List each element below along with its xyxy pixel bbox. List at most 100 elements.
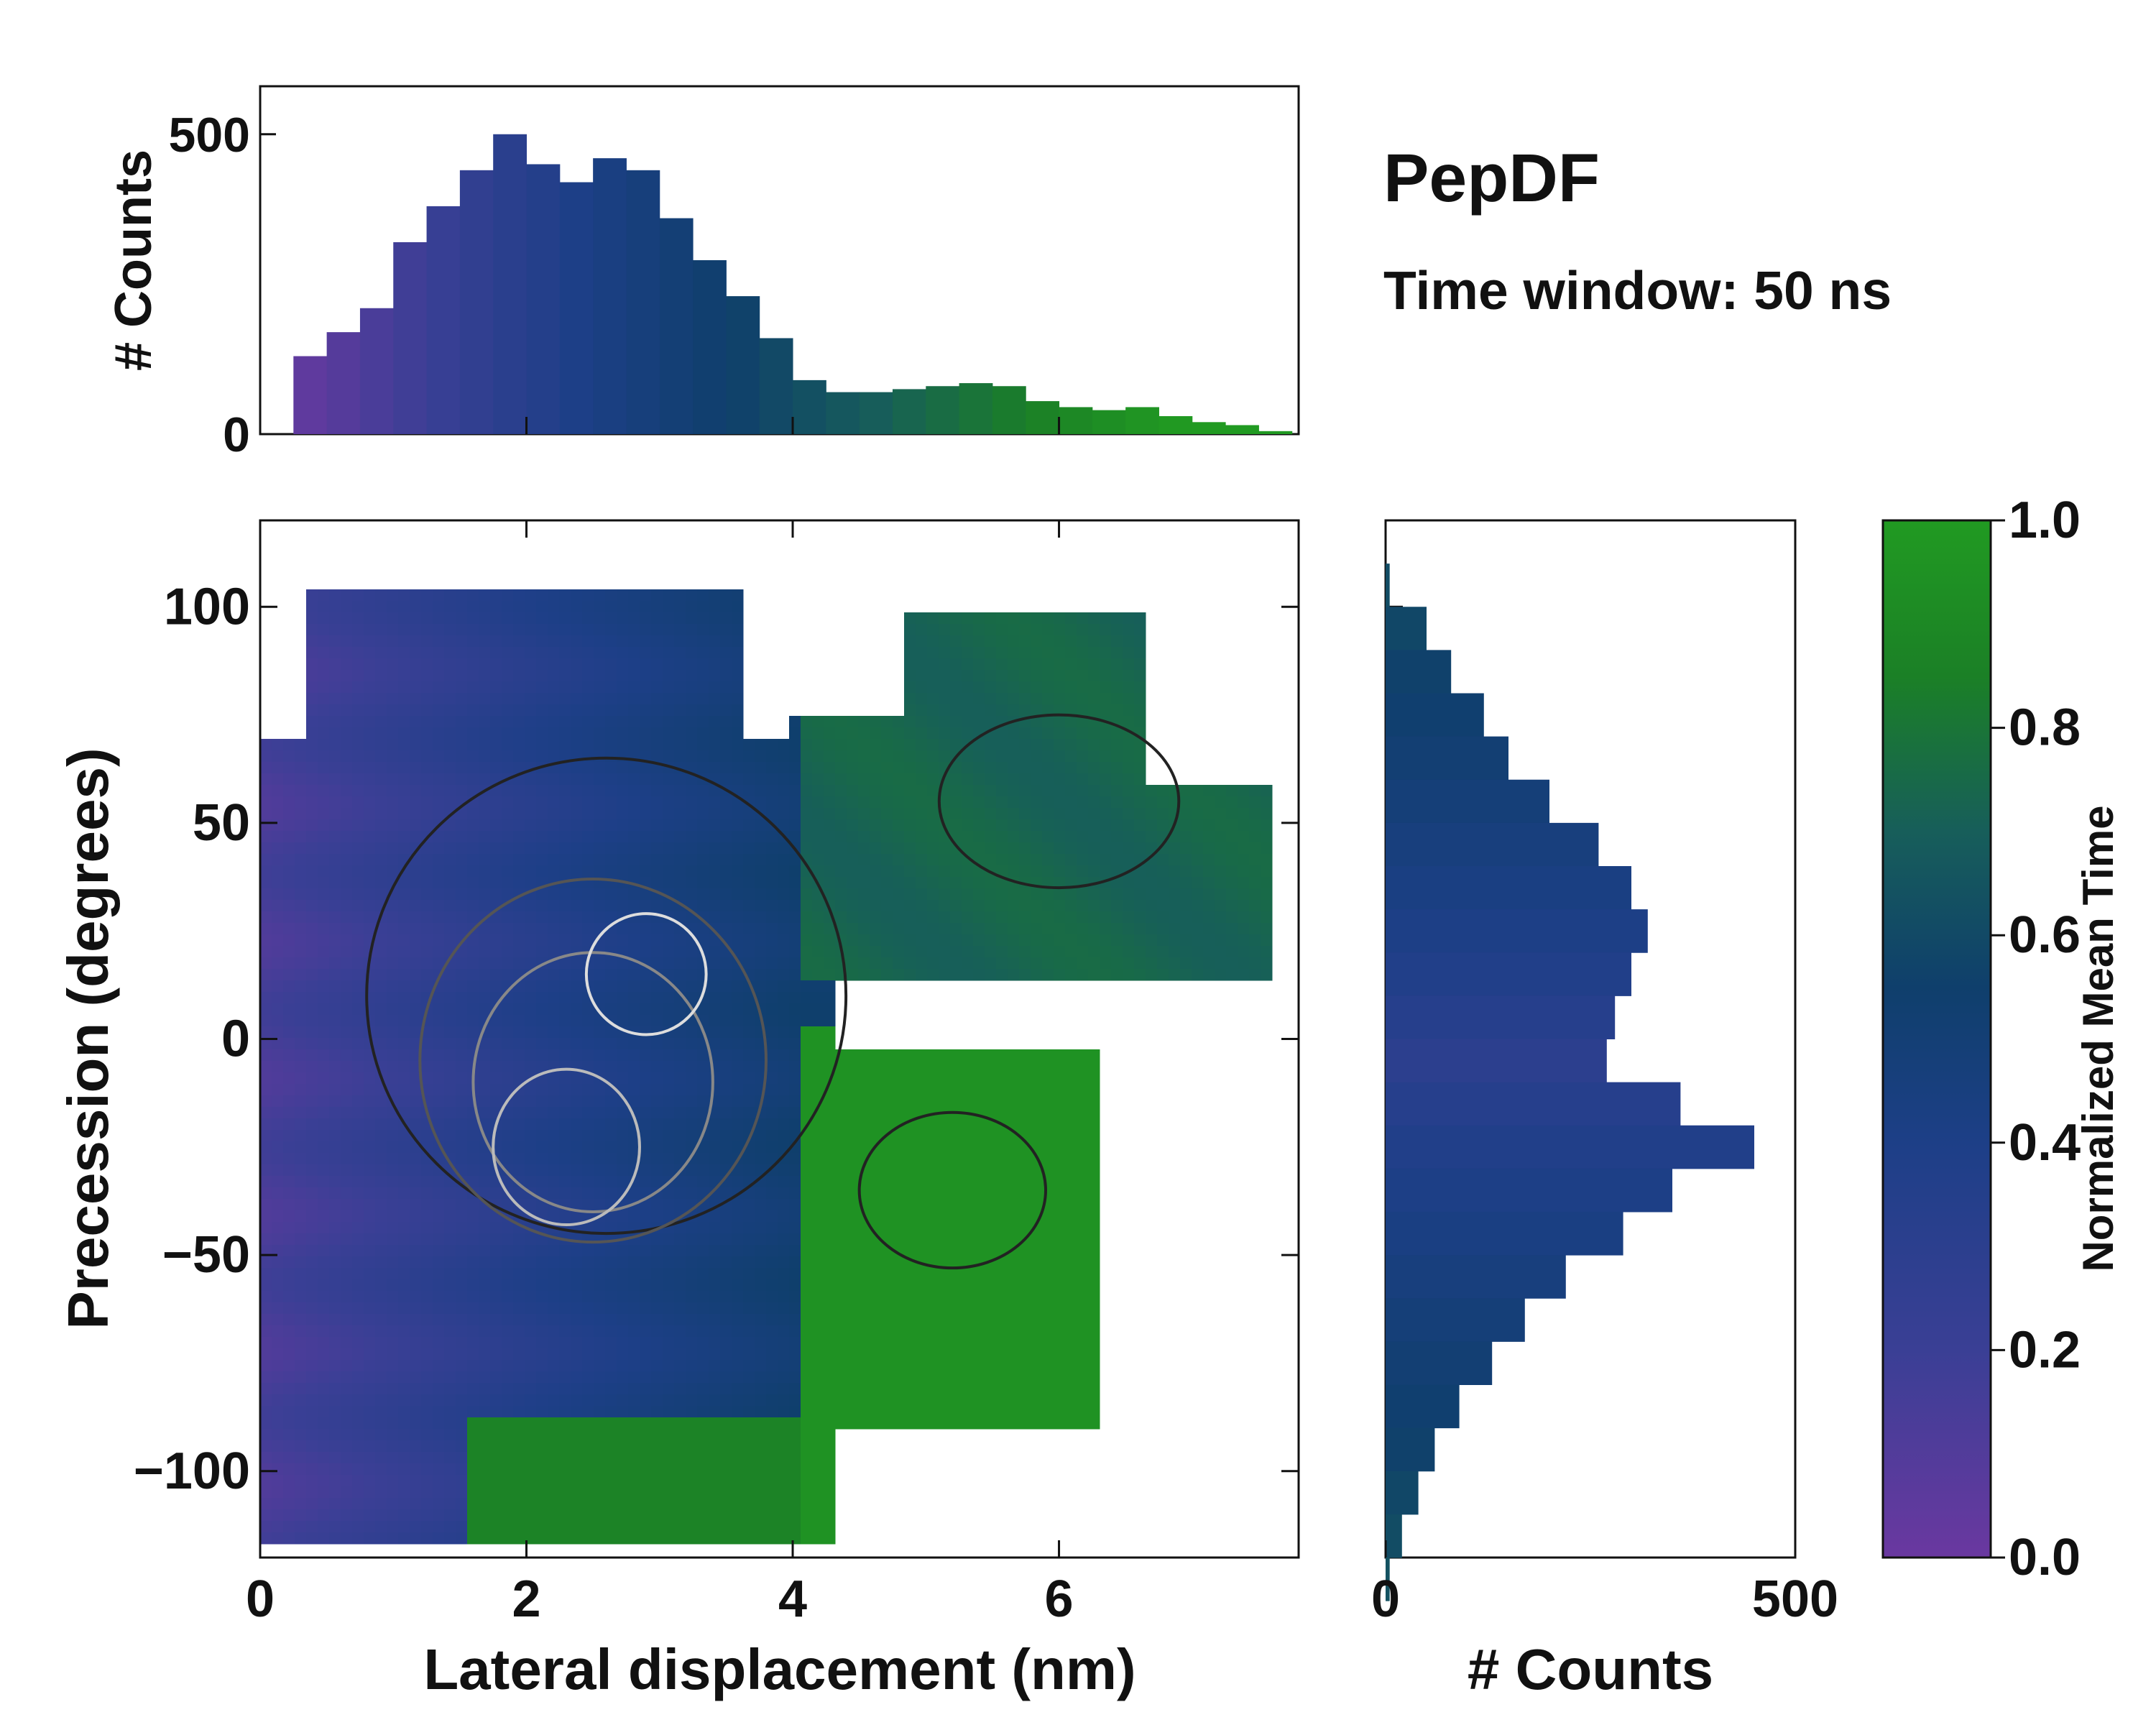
heatmap-cell	[375, 1210, 387, 1223]
heatmap-cell	[743, 1118, 755, 1131]
heatmap-cell	[398, 1187, 410, 1200]
heatmap-cell	[847, 877, 859, 889]
heatmap-cell	[272, 923, 284, 935]
heatmap-cell	[525, 911, 537, 924]
heatmap-cell	[272, 1003, 284, 1016]
heatmap-cell	[582, 1026, 594, 1039]
heatmap-cell	[525, 612, 537, 625]
heatmap-cell	[1008, 773, 1020, 786]
heatmap-cell	[352, 681, 364, 694]
heatmap-cell	[525, 819, 537, 832]
heatmap-cell	[364, 1130, 376, 1142]
heatmap-cell	[824, 1164, 836, 1177]
heatmap-cell	[674, 1268, 686, 1280]
heatmap-cell	[433, 1532, 445, 1545]
heatmap-cell	[433, 681, 445, 694]
heatmap-cell	[881, 819, 893, 832]
heatmap-cell	[421, 957, 433, 970]
heatmap-cell	[272, 1486, 284, 1499]
heatmap-cell	[548, 946, 560, 958]
heatmap-cell	[295, 819, 307, 832]
heatmap-cell	[536, 1118, 548, 1131]
heatmap-cell	[421, 1325, 433, 1338]
heatmap-cell	[824, 716, 836, 728]
heatmap-cell	[812, 1509, 824, 1522]
heatmap-cell	[456, 1268, 468, 1280]
heatmap-cell	[295, 1187, 307, 1200]
heatmap-cell	[571, 1452, 583, 1464]
heatmap-cell	[490, 1130, 502, 1142]
heatmap-cell	[812, 1038, 824, 1050]
heatmap-cell	[651, 1107, 663, 1119]
heatmap-cell	[605, 1268, 617, 1280]
heatmap-cell	[847, 785, 859, 797]
heatmap-cell	[295, 980, 307, 993]
heatmap-cell	[467, 854, 479, 866]
heatmap-cell	[582, 635, 594, 648]
heatmap-cell	[697, 1049, 709, 1062]
heatmap-cell	[904, 624, 916, 636]
heatmap-cell	[341, 1187, 353, 1200]
heatmap-cell	[329, 647, 341, 659]
heatmap-cell	[674, 1153, 686, 1165]
heatmap-cell	[283, 1440, 295, 1453]
heatmap-cell	[962, 1118, 974, 1131]
heatmap-cell	[318, 1325, 330, 1338]
heatmap-cell	[410, 1348, 422, 1361]
heatmap-cell	[479, 635, 491, 648]
heatmap-cell	[766, 1072, 778, 1085]
heatmap-cell	[513, 1003, 525, 1016]
heatmap-cell	[318, 1084, 330, 1096]
heatmap-cell	[375, 1475, 387, 1487]
heatmap-cell	[502, 808, 514, 820]
heatmap-cell	[801, 739, 813, 751]
heatmap-cell	[916, 658, 928, 671]
heatmap-cell	[387, 854, 399, 866]
heatmap-cell	[881, 739, 893, 751]
heatmap-cell	[824, 865, 836, 878]
heatmap-cell	[927, 1291, 939, 1303]
heatmap-cell	[272, 1176, 284, 1188]
heatmap-cell	[755, 750, 767, 763]
heatmap-cell	[433, 1072, 445, 1085]
heatmap-cell	[387, 1210, 399, 1223]
heatmap-cell	[594, 1199, 606, 1211]
heatmap-cell	[812, 1406, 824, 1418]
heatmap-cell	[812, 1187, 824, 1200]
heatmap-cell	[502, 1521, 514, 1533]
heatmap-cell	[387, 1187, 399, 1200]
heatmap-cell	[847, 1210, 859, 1223]
heatmap-cell	[663, 1291, 675, 1303]
heatmap-cell	[916, 612, 928, 625]
heatmap-cell	[628, 670, 640, 682]
heatmap-cell	[467, 1417, 479, 1430]
heatmap-cell	[812, 969, 824, 981]
heatmap-cell	[329, 819, 341, 832]
heatmap-cell	[502, 1222, 514, 1234]
heatmap-cell	[778, 1003, 790, 1016]
heatmap-cell	[617, 1061, 629, 1073]
heatmap-cell	[881, 1256, 893, 1269]
heatmap-cell	[709, 750, 721, 763]
heatmap-cell	[812, 923, 824, 935]
heatmap-cell	[571, 773, 583, 786]
heatmap-cell	[594, 1164, 606, 1177]
heatmap-cell	[709, 1302, 721, 1315]
heatmap-cell	[318, 727, 330, 740]
heatmap-cell	[789, 1210, 801, 1223]
heatmap-cell	[433, 1015, 445, 1027]
heatmap-cell	[950, 969, 962, 981]
heatmap-cell	[973, 647, 985, 659]
heatmap-cell	[893, 1360, 905, 1372]
heatmap-cell	[950, 1072, 962, 1085]
heatmap-cell	[341, 923, 353, 935]
heatmap-cell	[939, 934, 951, 947]
heatmap-cell	[755, 900, 767, 912]
heatmap-cell	[341, 693, 353, 705]
heatmap-cell	[962, 877, 974, 889]
heatmap-cell	[858, 727, 870, 740]
heatmap-cell	[536, 1337, 548, 1349]
heatmap-cell	[456, 635, 468, 648]
heatmap-cell	[801, 1245, 813, 1257]
heatmap-cell	[352, 1268, 364, 1280]
